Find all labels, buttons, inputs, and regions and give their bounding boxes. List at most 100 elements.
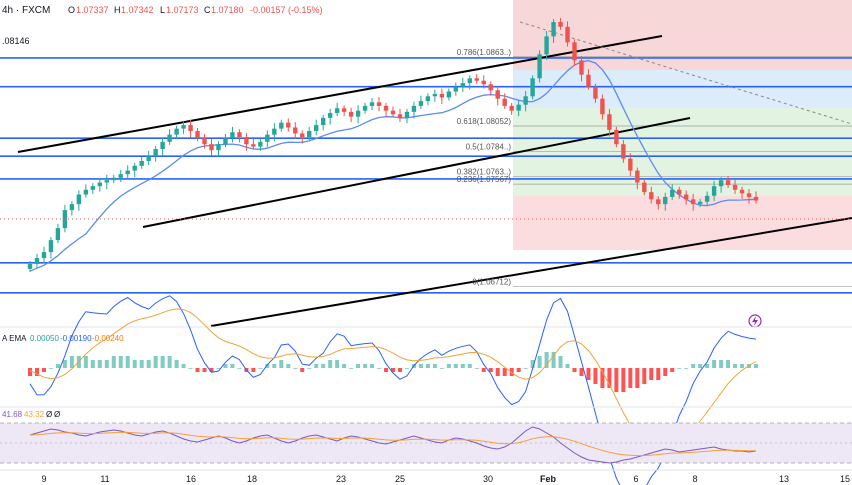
macd-bar bbox=[251, 368, 256, 372]
macd-v2: -0.00190 bbox=[60, 334, 92, 343]
candle-body bbox=[579, 60, 584, 75]
candle-body bbox=[293, 127, 298, 134]
candle-body bbox=[146, 156, 151, 161]
macd-bar bbox=[586, 368, 591, 380]
candle-body bbox=[202, 138, 207, 145]
rsi-v3: Ø bbox=[46, 410, 52, 419]
candle-body bbox=[195, 131, 200, 139]
fib-label-5: 0(1.06712) bbox=[472, 278, 511, 287]
fib-label-0: 0.786(1.0863..) bbox=[457, 48, 512, 57]
candle-body bbox=[586, 74, 591, 87]
macd-bar bbox=[377, 368, 382, 369]
macd-bar bbox=[146, 360, 151, 368]
candle-body bbox=[509, 105, 514, 111]
x-tick-label: 8 bbox=[692, 474, 697, 484]
rsi-ma-line bbox=[29, 431, 757, 457]
macd-bar bbox=[439, 368, 444, 369]
candle-body bbox=[697, 201, 703, 205]
candle-body bbox=[502, 98, 507, 106]
candle-body bbox=[97, 182, 103, 187]
candle-body bbox=[544, 36, 549, 55]
candle-body bbox=[481, 80, 486, 85]
candle-body bbox=[237, 132, 242, 138]
channel-lower-line bbox=[142, 117, 691, 228]
candle-body bbox=[362, 105, 368, 111]
macd-bar bbox=[733, 364, 738, 368]
candle-body bbox=[656, 199, 661, 205]
macd-bar bbox=[160, 356, 165, 368]
candle-body bbox=[341, 108, 347, 112]
candle-body bbox=[683, 194, 689, 200]
macd-bar bbox=[230, 364, 235, 368]
candle-body bbox=[188, 125, 193, 132]
macd-bar bbox=[467, 364, 472, 368]
candle-body bbox=[69, 204, 75, 211]
open-prefix: O bbox=[68, 5, 75, 15]
macd-bar bbox=[698, 364, 703, 368]
candle-body bbox=[286, 122, 291, 128]
candle-body bbox=[139, 161, 144, 166]
candle-body bbox=[739, 189, 745, 194]
rsi-v2: 43.32 bbox=[24, 410, 45, 419]
candle-body bbox=[453, 86, 459, 92]
macd-bar bbox=[279, 360, 284, 368]
candle-body bbox=[397, 114, 403, 118]
macd-bar bbox=[69, 356, 74, 368]
x-tick-label: 9 bbox=[41, 474, 46, 484]
candle-body bbox=[369, 102, 375, 106]
macd-bar bbox=[188, 368, 193, 369]
macd-bar bbox=[579, 368, 584, 376]
macd-bar bbox=[174, 360, 179, 368]
candle-body bbox=[55, 228, 61, 241]
candle-body bbox=[216, 144, 221, 151]
macd-bar bbox=[614, 368, 619, 392]
macd-v1: 0.00050 bbox=[30, 334, 59, 343]
macd-bar bbox=[460, 364, 465, 368]
macd-bar bbox=[544, 352, 549, 368]
macd-bar bbox=[97, 360, 102, 368]
change-value: -0.00157 (-0.15%) bbox=[250, 5, 323, 15]
side-value: .08146 bbox=[2, 36, 30, 46]
candle-body bbox=[551, 22, 556, 37]
candle-body bbox=[516, 104, 521, 111]
x-tick-label: 16 bbox=[186, 474, 196, 484]
open-value: 1.07337 bbox=[76, 5, 109, 15]
macd-bar bbox=[551, 352, 556, 368]
x-tick-label: 30 bbox=[483, 474, 493, 484]
macd-bar bbox=[328, 360, 333, 368]
macd-bar bbox=[726, 360, 731, 368]
x-tick-label: 15 bbox=[840, 474, 850, 484]
macd-bar bbox=[104, 360, 109, 368]
chart-header: 4h · FXCM O 1.07337 H 1.07342 L 1.07173 … bbox=[2, 5, 323, 46]
fib-label-3: 0.382(1.0763..) bbox=[457, 168, 512, 177]
macd-bar bbox=[691, 364, 696, 368]
support-trendline bbox=[210, 217, 852, 327]
candle-body bbox=[690, 199, 696, 205]
macd-bar bbox=[286, 364, 291, 368]
macd-bar bbox=[404, 368, 409, 369]
candle-body bbox=[753, 196, 759, 201]
macd-bar bbox=[670, 368, 675, 372]
macd-bar bbox=[139, 360, 144, 368]
macd-bar bbox=[642, 368, 647, 384]
channel-upper-line bbox=[17, 35, 663, 153]
candle-body bbox=[27, 264, 33, 269]
candle-body bbox=[718, 180, 724, 187]
macd-bar bbox=[418, 364, 423, 368]
macd-bar bbox=[705, 364, 710, 368]
macd-bar bbox=[223, 364, 228, 368]
macd-v3: -0.00240 bbox=[92, 334, 124, 343]
fib-zone-red bbox=[513, 196, 852, 250]
candle-body bbox=[258, 141, 263, 147]
candle-body bbox=[614, 129, 619, 145]
macd-bar bbox=[153, 356, 158, 368]
lightning-icon[interactable] bbox=[748, 314, 762, 328]
macd-bar bbox=[314, 364, 319, 368]
macd-histogram bbox=[28, 352, 758, 392]
symbol-label: 4h · FXCM bbox=[2, 5, 50, 16]
candle-body bbox=[558, 22, 563, 27]
candle-body bbox=[649, 192, 654, 200]
candle-body bbox=[153, 149, 158, 157]
x-tick-label: 23 bbox=[336, 474, 346, 484]
